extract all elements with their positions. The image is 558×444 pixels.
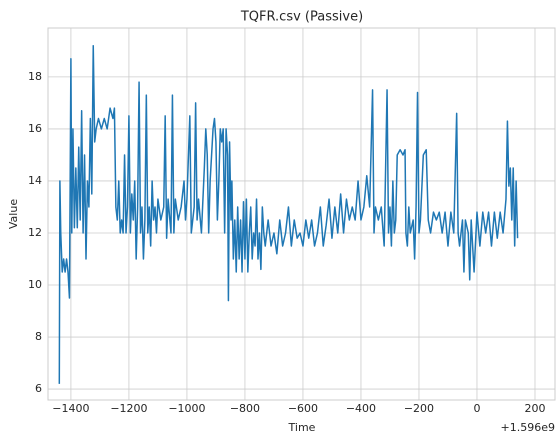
x-tick-label: −200: [404, 402, 434, 415]
x-tick-label: −1000: [168, 402, 205, 415]
y-tick-label: 10: [28, 278, 42, 291]
x-tick-label: −1400: [52, 402, 89, 415]
y-tick-label: 6: [35, 382, 42, 395]
x-tick-label: −800: [230, 402, 260, 415]
y-tick-label: 16: [28, 122, 42, 135]
chart-title: TQFR.csv (Passive): [240, 10, 363, 25]
x-offset-text: +1.596e9: [501, 421, 555, 434]
x-axis-label: Time: [288, 421, 316, 434]
x-tick-label: 200: [524, 402, 545, 415]
y-axis-label: Value: [7, 199, 20, 229]
x-tick-label: −400: [346, 402, 376, 415]
x-tick-label: −600: [288, 402, 318, 415]
x-tick-label: −1200: [110, 402, 147, 415]
y-tick-label: 14: [28, 174, 42, 187]
x-tick-label: 0: [473, 402, 480, 415]
y-tick-label: 8: [35, 330, 42, 343]
plot-frame: [47, 27, 556, 401]
y-tick-label: 12: [28, 226, 42, 239]
y-tick-label: 18: [28, 70, 42, 83]
data-line: [58, 44, 519, 384]
